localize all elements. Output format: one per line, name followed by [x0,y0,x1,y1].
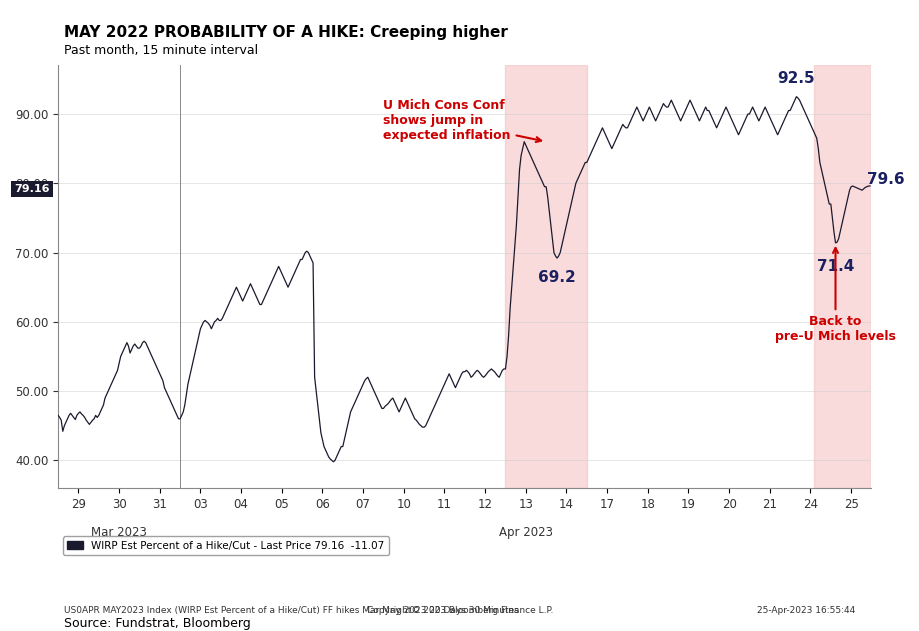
Text: Past month, 15 minute interval: Past month, 15 minute interval [64,44,258,57]
Text: 92.5: 92.5 [777,71,814,86]
Text: 25-Apr-2023 16:55:44: 25-Apr-2023 16:55:44 [756,606,855,615]
Text: Apr 2023: Apr 2023 [498,526,552,539]
Text: Copyright© 2023 Bloomberg Finance L.P.: Copyright© 2023 Bloomberg Finance L.P. [367,606,552,615]
Text: Back to
pre-U Mich levels: Back to pre-U Mich levels [774,248,895,343]
Text: 71.4: 71.4 [816,259,853,274]
Text: US0APR MAY2023 Index (WIRP Est Percent of a Hike/Cut) FF hikes Mar May 2023 20 D: US0APR MAY2023 Index (WIRP Est Percent o… [64,606,518,615]
Text: 79.6: 79.6 [866,172,903,187]
Bar [505,66,586,488]
Text: Mar 2023: Mar 2023 [91,526,147,539]
Text: 79.16: 79.16 [15,184,50,194]
Text: 69.2: 69.2 [538,270,575,285]
Legend: WIRP Est Percent of a Hike/Cut - Last Price 79.16  -11.07: WIRP Est Percent of a Hike/Cut - Last Pr… [63,536,389,555]
Text: Source: Fundstrat, Bloomberg: Source: Fundstrat, Bloomberg [64,616,251,630]
Text: MAY 2022 PROBABILITY OF A HIKE: Creeping higher: MAY 2022 PROBABILITY OF A HIKE: Creeping… [64,25,507,40]
Text: U Mich Cons Conf
shows jump in
expected inflation: U Mich Cons Conf shows jump in expected … [383,100,540,143]
Bar [812,66,870,488]
